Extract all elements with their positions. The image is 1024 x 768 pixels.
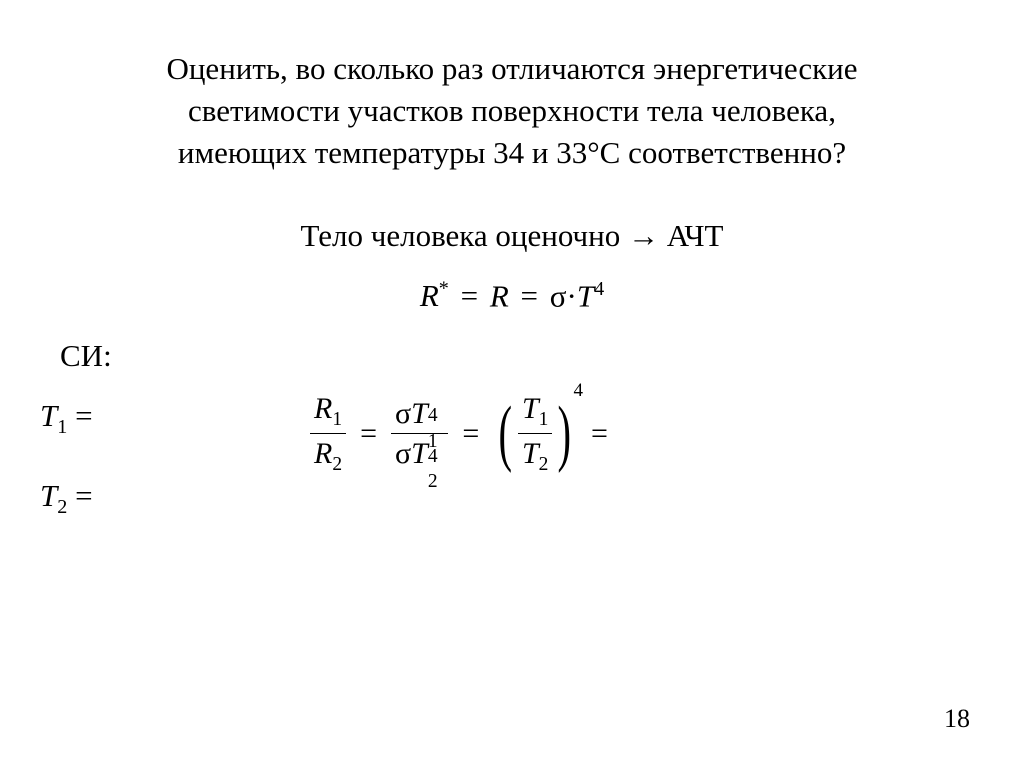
paren-T1-T2: ( T1 T2 ) 4 — [493, 390, 577, 478]
eq2-equals-2: = — [458, 417, 483, 451]
t2-symbol: T — [40, 478, 57, 513]
eq1-sigma: σ — [550, 278, 567, 313]
t1-sub: 1 — [57, 416, 67, 438]
eq1-equals-2: = — [517, 278, 542, 313]
given-T1: T1 = — [40, 398, 93, 439]
eq1-dot: · — [566, 278, 576, 313]
body-assumption-line: Тело человека оценочно → АЧТ — [0, 218, 1024, 254]
given-T2: T2 = — [40, 478, 93, 519]
eq1-pow: 4 — [594, 278, 604, 300]
frac-sigmaT: σT41 σT42 — [391, 395, 448, 473]
slide: Оценить, во сколько раз отличаются энерг… — [0, 0, 1024, 768]
eq1-R-star: R* — [420, 278, 449, 313]
equation-ratio: R1 R2 = σT41 σT42 = ( T1 T2 ) 4 = — [310, 390, 612, 478]
t1-symbol: T — [40, 398, 57, 433]
eq1-R: R — [490, 278, 509, 313]
eq1-T: T — [577, 278, 594, 313]
body-assumption-text: Тело человека оценочно → АЧТ — [301, 218, 724, 253]
t2-equals: = — [67, 478, 92, 513]
problem-statement: Оценить, во сколько раз отличаются энерг… — [60, 48, 964, 174]
eq2-equals-1: = — [356, 417, 381, 451]
eq1-equals-1: = — [457, 278, 482, 313]
equation-stefan-boltzmann: R* = R = σ·T4 — [0, 278, 1024, 314]
page-number: 18 — [944, 704, 970, 734]
frac-R1-R2: R1 R2 — [310, 390, 346, 478]
eq2-equals-3: = — [587, 417, 612, 451]
title-line-3: имеющих температуры 34 и 33°С соответств… — [178, 135, 846, 170]
si-label: СИ: — [60, 338, 112, 374]
title-line-1: Оценить, во сколько раз отличаются энерг… — [166, 51, 857, 86]
t1-equals: = — [67, 398, 92, 433]
t2-sub: 2 — [57, 496, 67, 518]
title-line-2: светимости участков поверхности тела чел… — [188, 93, 836, 128]
